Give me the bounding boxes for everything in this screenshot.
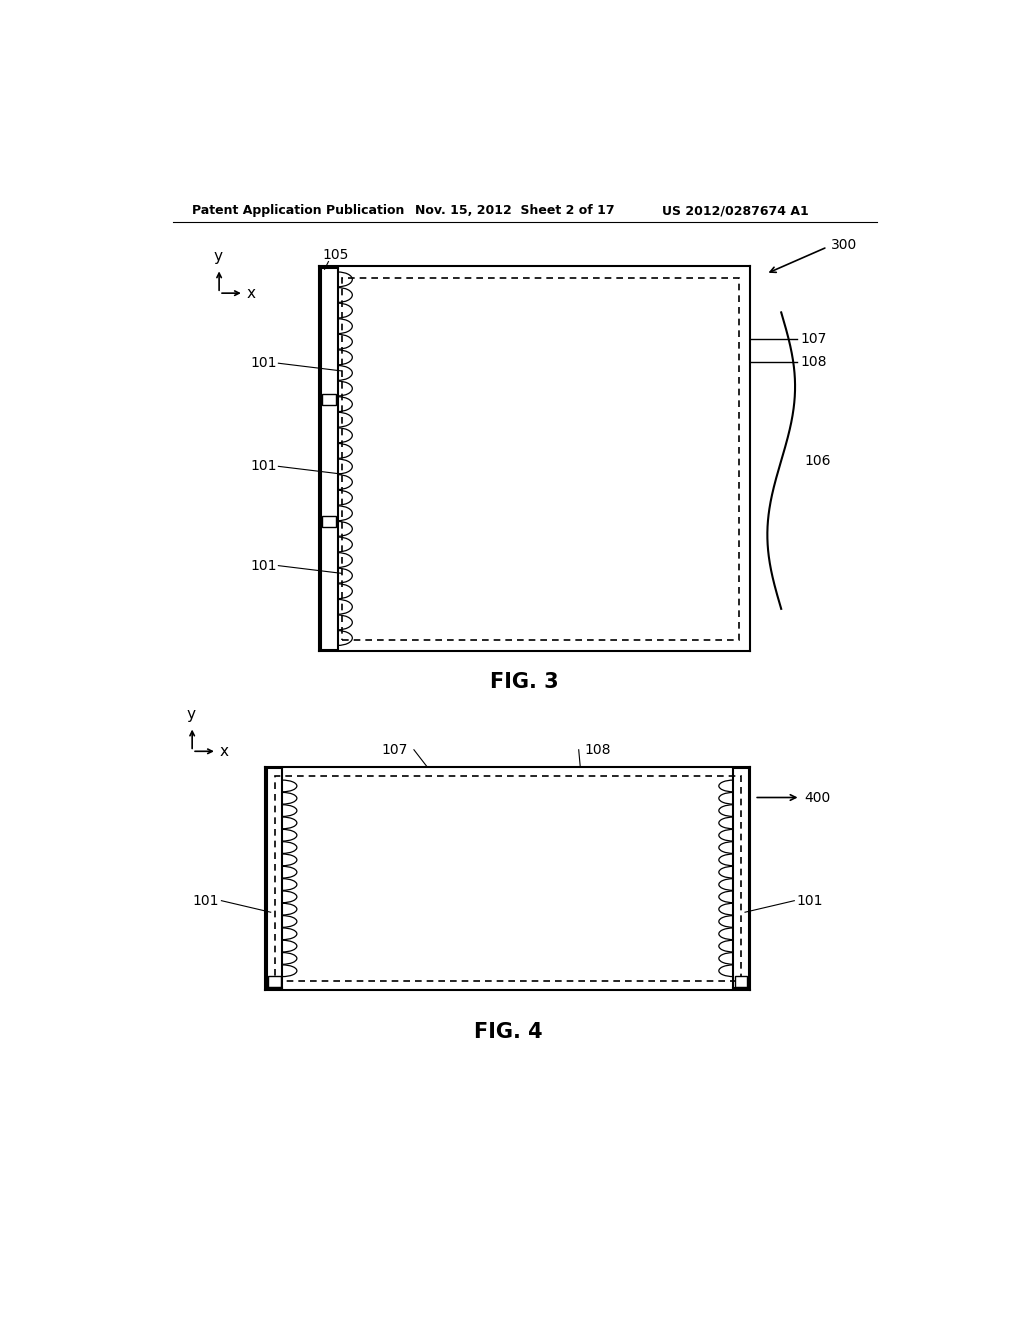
Text: 108: 108	[801, 355, 827, 370]
Text: 106: 106	[804, 454, 830, 467]
Bar	[323, 393, 336, 404]
Text: 107: 107	[801, 333, 826, 346]
Text: Patent Application Publication: Patent Application Publication	[193, 205, 404, 218]
Text: FIG. 3: FIG. 3	[490, 672, 559, 692]
Text: 105: 105	[323, 248, 348, 261]
Text: 400: 400	[804, 791, 830, 804]
Text: 101: 101	[797, 894, 823, 908]
Text: 101: 101	[250, 558, 276, 573]
Text: y: y	[186, 708, 196, 722]
Text: x: x	[220, 743, 229, 759]
Text: 108: 108	[585, 743, 611, 756]
Text: 101: 101	[250, 356, 276, 370]
Bar	[735, 977, 748, 987]
Text: FIG. 4: FIG. 4	[473, 1023, 542, 1043]
Bar	[268, 977, 281, 987]
Text: 101: 101	[250, 459, 276, 474]
Text: 101: 101	[193, 894, 219, 908]
Text: US 2012/0287674 A1: US 2012/0287674 A1	[662, 205, 809, 218]
Text: Nov. 15, 2012  Sheet 2 of 17: Nov. 15, 2012 Sheet 2 of 17	[416, 205, 615, 218]
Text: 300: 300	[831, 238, 857, 252]
Text: x: x	[247, 285, 256, 301]
Bar	[274, 776, 741, 981]
Bar	[323, 516, 336, 527]
Bar	[342, 277, 739, 640]
Text: y: y	[213, 249, 222, 264]
Text: 107: 107	[381, 743, 408, 756]
